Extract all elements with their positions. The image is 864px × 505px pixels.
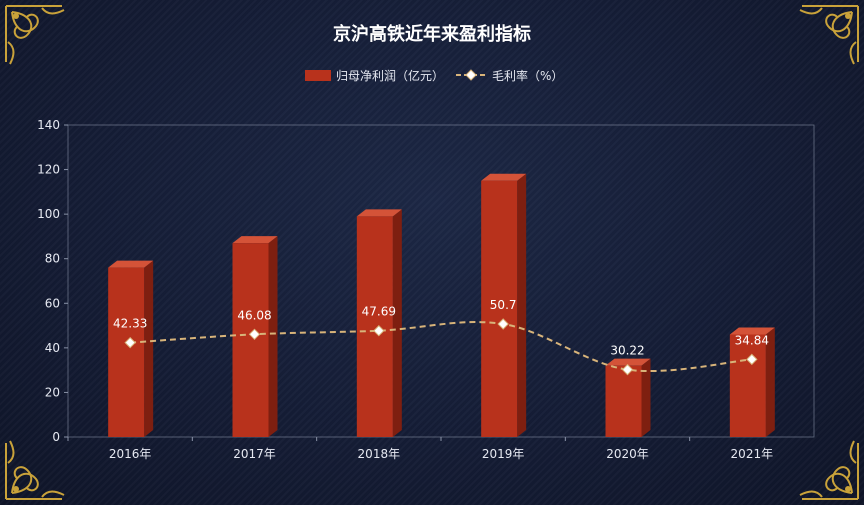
margin-data-label: 34.84 [735, 333, 769, 347]
corner-ornament-icon [5, 440, 65, 500]
y-tick-label: 80 [45, 252, 60, 266]
bar-group [605, 358, 651, 437]
y-tick-label: 140 [37, 118, 60, 132]
margin-data-label: 46.08 [237, 308, 271, 322]
y-tick-label: 120 [37, 163, 60, 177]
bar-side [641, 358, 651, 437]
y-tick-label: 40 [45, 341, 60, 355]
y-tick-label: 0 [52, 430, 60, 444]
y-tick-label: 20 [45, 385, 60, 399]
bar-top [481, 173, 527, 181]
legend-swatch-profit [305, 70, 331, 81]
legend: 归母净利润（亿元） 毛利率（%） [305, 68, 563, 83]
y-tick-label: 100 [37, 207, 60, 221]
bar-group [356, 209, 402, 437]
bar [729, 334, 766, 437]
corner-ornament-icon [799, 5, 859, 65]
corner-ornament-icon [5, 5, 65, 65]
x-tick-label: 2016年 [109, 447, 152, 461]
margin-point [124, 336, 136, 349]
bar-top [605, 358, 651, 366]
margin-data-label: 47.69 [362, 305, 396, 319]
margin-data-label: 50.7 [490, 298, 517, 312]
bar-top [356, 209, 402, 217]
plot-frame [67, 124, 815, 438]
chart-title: 京沪高铁近年来盈利指标 [333, 23, 531, 45]
y-tick-label: 60 [45, 296, 60, 310]
margin-point [746, 353, 758, 366]
bar-side [144, 260, 154, 437]
x-tick-label: 2018年 [358, 447, 401, 461]
bar-top [108, 260, 154, 268]
bar-group [232, 236, 278, 437]
margin-line [130, 321, 752, 373]
bar [356, 216, 393, 437]
bar-side [765, 327, 775, 437]
margin-point [621, 363, 634, 376]
bar-group [481, 173, 527, 437]
bar [605, 365, 642, 437]
bar [232, 243, 269, 437]
corner-ornament-icon [799, 440, 859, 500]
bar [108, 267, 145, 437]
margin-point [373, 325, 385, 337]
bar-group [729, 327, 775, 437]
bar [481, 180, 518, 437]
margin-point [497, 318, 509, 330]
x-tick-label: 2021年 [731, 447, 774, 461]
legend-label-profit: 归母净利润（亿元） [336, 68, 444, 83]
bar-side [517, 173, 527, 437]
x-tick-label: 2017年 [233, 447, 276, 461]
bar-side [268, 236, 278, 437]
margin-data-label: 42.33 [113, 317, 147, 331]
x-tick-label: 2020年 [606, 447, 649, 461]
legend-label-margin: 毛利率（%） [492, 68, 563, 83]
legend-swatch-margin-marker [465, 69, 477, 81]
bar-top [232, 236, 278, 244]
margin-data-label: 30.22 [610, 344, 644, 358]
margin-point [248, 328, 261, 341]
bar-side [392, 209, 402, 437]
x-tick-label: 2019年 [482, 447, 525, 461]
bar-top [729, 327, 775, 335]
bar-group [108, 260, 154, 437]
